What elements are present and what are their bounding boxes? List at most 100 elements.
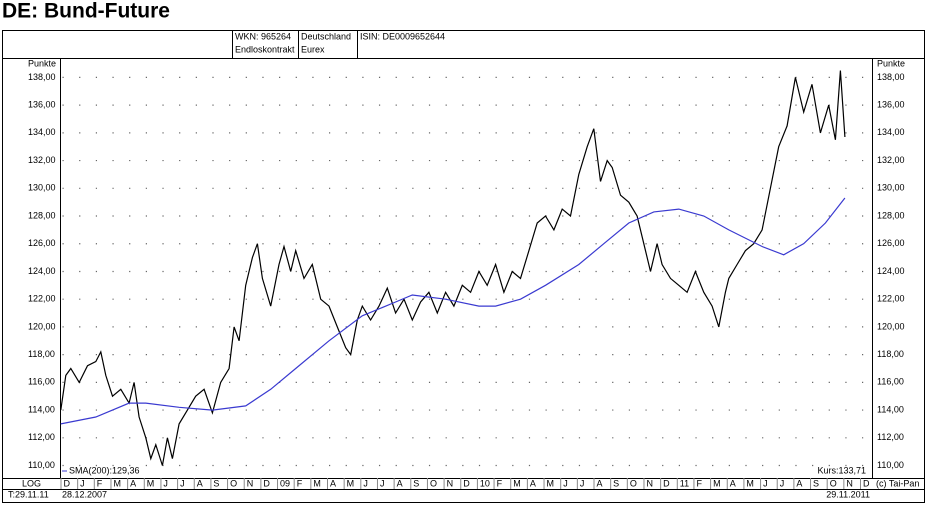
- x-tick-label: S: [213, 478, 219, 488]
- series-line: [60, 197, 846, 425]
- y-tick-label-right: 118,00: [877, 349, 904, 359]
- x-tick-label: J: [380, 478, 385, 488]
- x-tick-label: D: [663, 478, 670, 488]
- y-tick-label: 130,00: [28, 183, 56, 193]
- source: (c) Tai-Pan: [876, 478, 919, 488]
- x-tick-label: M: [113, 478, 121, 488]
- y-tick-label-right: 114,00: [877, 404, 904, 414]
- y-tick-label-right: 126,00: [877, 238, 905, 248]
- x-tick-label: D: [63, 478, 70, 488]
- y-tick-label: 138,00: [28, 72, 56, 82]
- y-tick-label-right: 122,00: [877, 294, 905, 304]
- x-tick-label: M: [547, 478, 555, 488]
- y-tick-label: 122,00: [28, 294, 56, 304]
- x-tick-label: S: [613, 478, 619, 488]
- x-tick-label: D: [263, 478, 270, 488]
- chart-title: DE: Bund-Future: [2, 0, 170, 23]
- x-tick-label: J: [563, 478, 568, 488]
- x-tick-label: N: [247, 478, 254, 488]
- x-tick-label: 11: [680, 478, 689, 488]
- x-tick-label: M: [147, 478, 155, 488]
- x-tick-label: M: [347, 478, 355, 488]
- x-tick-label: O: [630, 478, 637, 488]
- x-tick-label: 09: [280, 478, 290, 488]
- x-tick-label: A: [397, 478, 403, 488]
- x-tick-label: N: [846, 478, 853, 488]
- start-date: 28.12.2007: [62, 489, 107, 499]
- y-tick-label: 120,00: [28, 321, 56, 331]
- y-tick-label: 124,00: [28, 266, 56, 276]
- plot-border: [60, 58, 873, 479]
- y-tick-label-right: 136,00: [877, 100, 905, 110]
- x-tick-label: J: [780, 478, 785, 488]
- y-tick-label: 132,00: [28, 155, 56, 165]
- y-tick-label-right: 132,00: [877, 155, 905, 165]
- x-tick-label: J: [363, 478, 368, 488]
- x-tick-label: J: [763, 478, 768, 488]
- y-tick-label-right: 124,00: [877, 266, 905, 276]
- y-tick-label-right: 110,00: [877, 460, 904, 470]
- header-wkn: WKN: 965264: [235, 31, 291, 41]
- x-tick-label: M: [513, 478, 521, 488]
- y-tick-label-right: 116,00: [877, 377, 904, 387]
- header-exchange: Eurex: [301, 44, 325, 54]
- y-axis-label: Punkte: [28, 58, 56, 68]
- y-tick-label: 118,00: [28, 349, 55, 359]
- y-tick-label-right: 130,00: [877, 183, 905, 193]
- x-tick-label: F: [297, 478, 303, 488]
- x-tick-label: A: [197, 478, 203, 488]
- x-tick-label: A: [597, 478, 603, 488]
- x-tick-label: M: [746, 478, 754, 488]
- x-tick-label: A: [730, 478, 736, 488]
- y-tick-label: 126,00: [28, 238, 56, 248]
- y-tick-label-right: 112,00: [877, 432, 904, 442]
- frame: [2, 30, 925, 503]
- x-tick-label: A: [530, 478, 536, 488]
- y-tick-label: 114,00: [28, 404, 55, 414]
- x-tick-label: J: [163, 478, 168, 488]
- x-tick-label: A: [130, 478, 136, 488]
- header-country: Deutschland: [301, 31, 351, 41]
- x-tick-label: S: [813, 478, 819, 488]
- y-tick-label-right: 120,00: [877, 321, 905, 331]
- x-tick-label: A: [330, 478, 336, 488]
- x-tick-label: N: [646, 478, 653, 488]
- x-tick-label: J: [180, 478, 185, 488]
- y-tick-label: 110,00: [28, 460, 55, 470]
- date-label: T:29.11.11: [8, 489, 49, 499]
- y-axis-label-right: Punkte: [877, 58, 905, 68]
- x-tick-label: O: [430, 478, 437, 488]
- x-tick-label: A: [796, 478, 802, 488]
- y-tick-label: 136,00: [28, 100, 56, 110]
- y-tick-label-right: 138,00: [877, 72, 905, 82]
- x-tick-label: D: [863, 478, 870, 488]
- header-contract: Endloskontrakt: [235, 44, 295, 54]
- x-tick-label: D: [463, 478, 470, 488]
- y-tick-label-right: 134,00: [877, 127, 905, 137]
- x-tick-label: F: [696, 478, 702, 488]
- x-tick-label: F: [97, 478, 103, 488]
- y-tick-label: 134,00: [28, 127, 56, 137]
- x-tick-label: F: [497, 478, 503, 488]
- y-tick-label-right: 128,00: [877, 210, 905, 220]
- x-tick-label: O: [830, 478, 837, 488]
- y-tick-label: 112,00: [28, 432, 55, 442]
- last-price-label: Kurs:133,71: [817, 465, 866, 475]
- end-date: 29.11.2011: [826, 489, 870, 499]
- x-tick-label: 10: [480, 478, 490, 488]
- x-tick-label: S: [413, 478, 419, 488]
- x-tick-label: M: [313, 478, 321, 488]
- x-tick-label: M: [713, 478, 721, 488]
- y-tick-label: 128,00: [28, 210, 56, 220]
- x-tick-label: O: [230, 478, 237, 488]
- legend-label: SMA(200):129,36: [69, 465, 140, 475]
- y-tick-label: 116,00: [28, 377, 55, 387]
- x-tick-label: N: [447, 478, 454, 488]
- x-tick-label: J: [80, 478, 85, 488]
- x-tick-label: J: [580, 478, 585, 488]
- series-line: [60, 70, 846, 466]
- header-isin: ISIN: DE0009652644: [360, 31, 445, 41]
- scale-label: LOG: [22, 478, 41, 488]
